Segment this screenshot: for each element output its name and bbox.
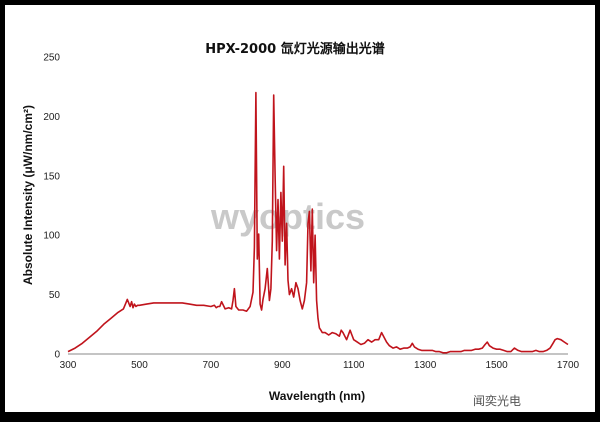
spectrum-chart: HPX-2000 氙灯光源输出光谱 0 50 100 150 200 250 300 500… [21,41,580,408]
y-tick-label: 0 [54,350,60,361]
x-axis-ticks: 300 500 700 900 1100 1300 1500 1700 [60,360,580,371]
y-tick-label: 200 [43,112,60,123]
x-tick-label: 1500 [485,360,508,371]
x-tick-label: 300 [60,360,77,371]
x-tick-label: 500 [131,360,148,371]
chart-title: HPX-2000 氙灯光源输出光谱 [205,41,384,57]
x-tick-label: 700 [203,360,220,371]
y-tick-label: 150 [43,171,60,182]
y-tick-label: 50 [49,290,61,301]
y-axis-title: Absolute Intensity (μW/nm/cm²) [21,105,35,285]
x-tick-label: 1300 [414,360,437,371]
y-tick-label: 250 [43,53,60,64]
y-axis-ticks: 0 50 100 150 200 250 [43,53,60,361]
brand-signature: 闻奕光电 [473,393,521,408]
spectrum-line [67,91,569,354]
y-tick-label: 100 [43,231,60,242]
x-axis-title: Wavelength (nm) [269,389,365,403]
x-tick-label: 900 [274,360,291,371]
x-tick-label: 1100 [343,360,365,371]
x-tick-label: 1700 [557,360,580,371]
